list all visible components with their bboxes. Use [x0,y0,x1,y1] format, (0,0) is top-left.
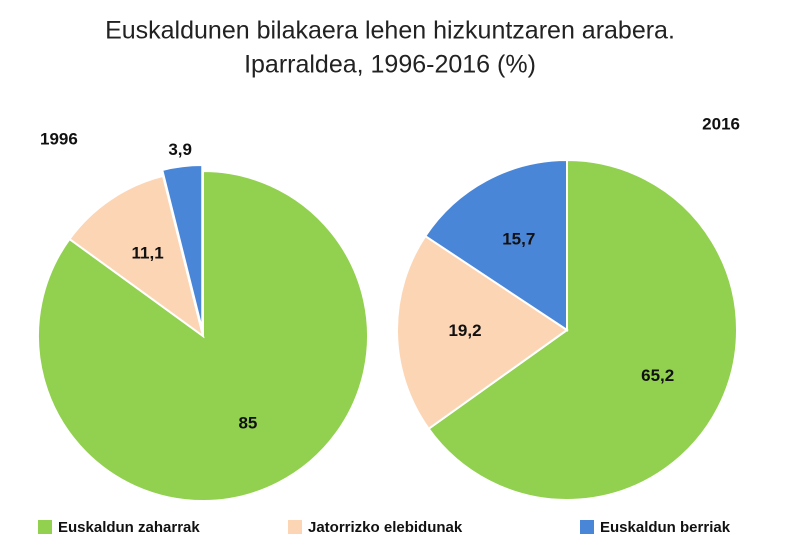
legend-label: Euskaldun berriak [600,519,731,536]
legend-label: Jatorrizko elebidunak [308,519,463,536]
legend-swatch [580,520,594,534]
data-label: 11,1 [132,243,164,262]
legend-label: Euskaldun zaharrak [58,519,200,536]
data-label: 65,2 [641,366,674,385]
pie-slice [68,174,205,339]
data-label: 15,7 [502,230,535,249]
pie-title: 1996 [40,129,78,148]
data-label: 19,2 [448,321,481,340]
chart-title: Euskaldunen bilakaera lehen hizkuntzaren… [105,17,675,45]
pie-slice [396,234,569,431]
legend-swatch [288,520,302,534]
data-label: 3,9 [168,140,192,159]
pie-slice [423,158,568,332]
legend-swatch [38,520,52,534]
pie-slice [161,164,204,331]
chart-subtitle: Iparraldea, 1996-2016 (%) [244,51,536,79]
pie-slice [427,158,738,501]
data-label: 85 [238,414,257,433]
pie-title: 2016 [702,114,740,133]
